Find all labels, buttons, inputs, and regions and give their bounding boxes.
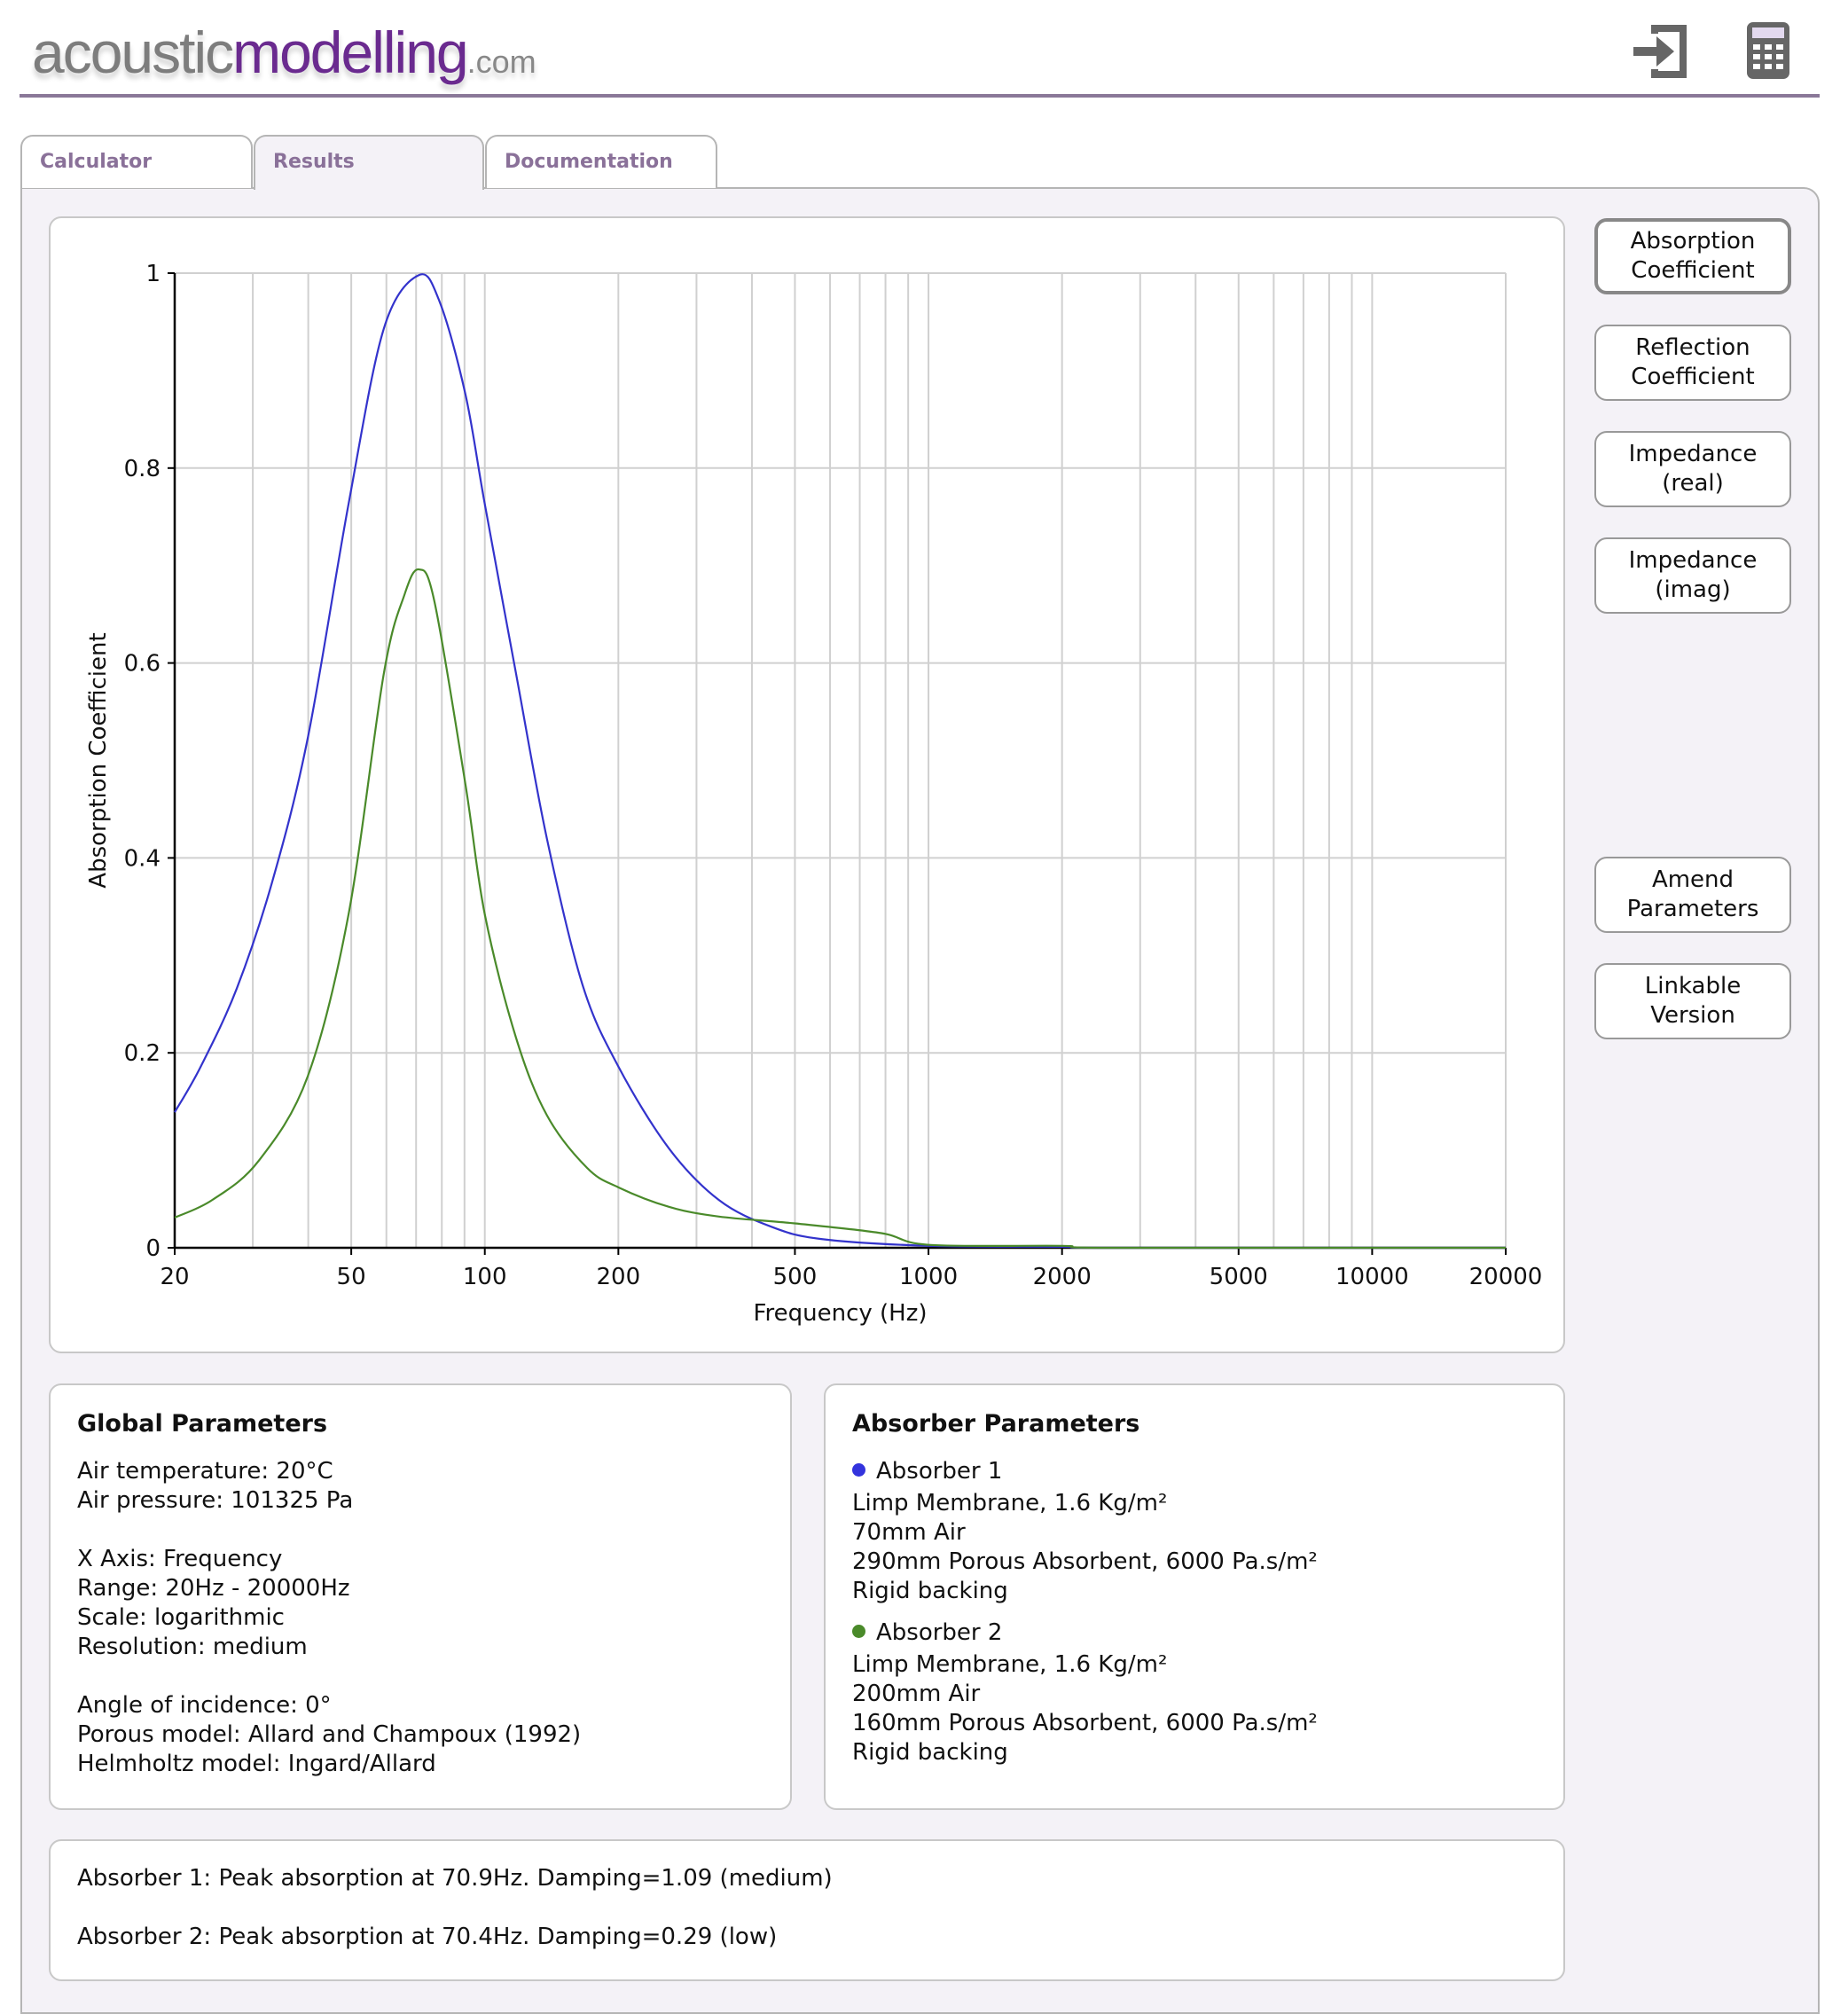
x-tick-label: 2000 [1033, 1264, 1092, 1290]
logo-text: acoustic [32, 20, 234, 85]
x-tick-label: 50 [337, 1264, 366, 1290]
absorber-1-name: Absorber 1 [852, 1457, 1563, 1486]
global-parameters-heading: Global Parameters [77, 1410, 328, 1438]
global-parameters-panel: Global Parameters Air temperature: 20°C … [49, 1383, 792, 1810]
x-tick-label: 20000 [1469, 1264, 1543, 1290]
x-tick-label: 5000 [1210, 1264, 1268, 1290]
y-tick-label: 0.2 [124, 1040, 161, 1067]
x-tick-label: 200 [597, 1264, 641, 1290]
global-model-params: Angle of incidence: 0° Porous model: All… [77, 1692, 582, 1777]
absorber-1-details: Limp Membrane, 1.6 Kg/m² 70mm Air 290mm … [852, 1490, 1318, 1604]
calculator-icon[interactable] [1746, 21, 1790, 80]
y-tick-label: 0 [145, 1235, 161, 1262]
site-logo[interactable]: acousticmodelling.com [32, 12, 536, 92]
tab-calculator[interactable]: Calculator [20, 135, 253, 188]
series-line-absorber-1 [174, 273, 1506, 1250]
absorber-1-color-dot [852, 1463, 865, 1477]
header-divider [20, 94, 1820, 98]
absorption-chart: 0 0.2 0.4 0.6 0.8 1 20 50 100 200 500 1000 2000 5000 1… [85, 261, 1543, 1327]
amend-parameters-button[interactable]: Amend Parameters [1594, 857, 1791, 933]
x-tick-label: 1000 [899, 1264, 958, 1290]
x-axis-label: Frequency (Hz) [753, 1300, 927, 1327]
x-tick-label: 100 [463, 1264, 507, 1290]
x-tick-label: 20 [160, 1264, 189, 1290]
absorber-2-color-dot [852, 1625, 865, 1638]
y-tick-label: 0.4 [124, 845, 161, 872]
tab-documentation[interactable]: Documentation [485, 135, 717, 188]
impedance-imag-button[interactable]: Impedance (imag) [1594, 537, 1791, 614]
series-line-absorber-2 [174, 568, 1506, 1250]
y-tick-label: 0.6 [124, 651, 161, 678]
chart-container: 0 0.2 0.4 0.6 0.8 1 20 50 100 200 500 1000 2000 5000 1… [49, 216, 1565, 1353]
y-tick-label: 0.8 [124, 456, 161, 482]
y-tick-label: 1 [145, 261, 161, 287]
global-axis-params: X Axis: Frequency Range: 20Hz - 20000Hz … [77, 1546, 350, 1660]
summary-absorber-2: Absorber 2: Peak absorption at 70.4Hz. D… [77, 1924, 778, 1950]
summary-panel: Absorber 1: Peak absorption at 70.9Hz. D… [49, 1839, 1565, 1981]
absorber-2-details: Limp Membrane, 1.6 Kg/m² 200mm Air 160mm… [852, 1651, 1318, 1766]
logo-text: .com [466, 43, 536, 80]
x-tick-label: 500 [773, 1264, 818, 1290]
absorber-parameters-panel: Absorber Parameters Absorber 1 Limp Memb… [824, 1383, 1565, 1810]
absorber-parameters-heading: Absorber Parameters [852, 1410, 1140, 1438]
exit-icon[interactable] [1632, 23, 1690, 80]
absorber-2-name: Absorber 2 [852, 1618, 1563, 1648]
linkable-version-button[interactable]: Linkable Version [1594, 963, 1791, 1039]
logo-text: modelling [232, 20, 468, 85]
summary-absorber-1: Absorber 1: Peak absorption at 70.9Hz. D… [77, 1865, 833, 1892]
impedance-real-button[interactable]: Impedance (real) [1594, 431, 1791, 507]
y-axis-label: Absorption Coefficient [85, 632, 112, 888]
global-air-params: Air temperature: 20°C Air pressure: 1013… [77, 1458, 354, 1514]
reflection-coefficient-button[interactable]: Reflection Coefficient [1594, 325, 1791, 401]
tab-results[interactable]: Results [254, 135, 484, 190]
x-tick-label: 10000 [1335, 1264, 1409, 1290]
absorption-coefficient-button[interactable]: Absorption Coefficient [1594, 218, 1791, 294]
